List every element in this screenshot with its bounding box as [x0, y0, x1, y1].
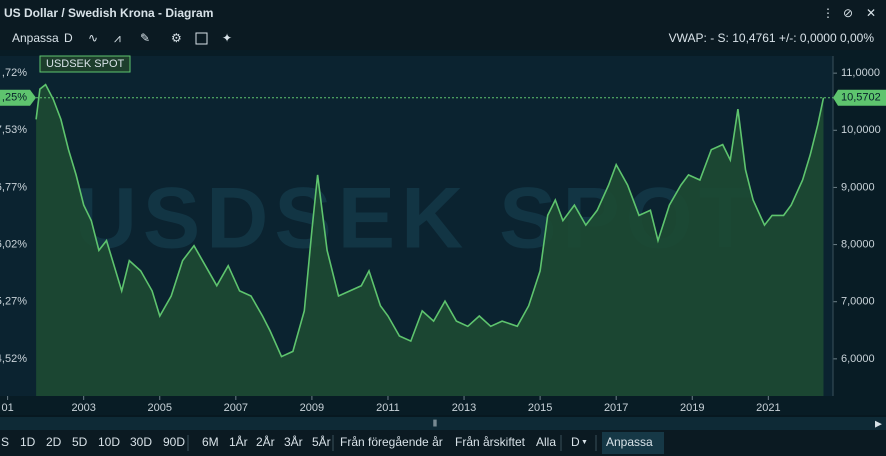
draw-icon[interactable]: ✎: [140, 31, 150, 45]
scrollbar[interactable]: [0, 417, 886, 430]
left-tick-label: 6,77%: [0, 181, 27, 193]
y-tick-label: 9,0000: [841, 181, 875, 193]
x-tick-label: 2015: [528, 402, 552, 414]
range-button[interactable]: 5D: [72, 435, 88, 449]
scroll-right[interactable]: ▶: [875, 418, 882, 428]
range-button[interactable]: 3År: [284, 434, 303, 449]
price-line: [35, 83, 825, 358]
x-tick-label: 2011: [376, 402, 400, 414]
x-tick-label: 2021: [756, 402, 780, 414]
range-button[interactable]: Från föregående år: [340, 435, 443, 449]
x-tick-label: 2009: [300, 402, 324, 414]
crosshair-icon[interactable]: ✦: [222, 31, 232, 45]
x-tick-label: 2003: [71, 402, 95, 414]
x-tick-label: 2005: [148, 402, 172, 414]
range-button[interactable]: D: [571, 435, 580, 449]
range-button[interactable]: 1År: [229, 434, 248, 449]
title-bar: [0, 0, 886, 28]
settings-icon[interactable]: ⚙: [171, 31, 182, 45]
left-tick-label: 7,53%: [0, 124, 27, 136]
toolbar-button[interactable]: Anpassa: [12, 31, 59, 45]
range-button[interactable]: 5År: [312, 434, 331, 449]
y-tick-label: 8,0000: [841, 238, 875, 250]
range-button[interactable]: 2År: [256, 434, 275, 449]
current-label: 10,5702: [841, 92, 881, 104]
range-bar: [0, 430, 886, 456]
left-tick-label: 5,27%: [0, 296, 27, 308]
toolbar: [0, 28, 886, 50]
legend-box: [39, 55, 131, 73]
layout-icon[interactable]: [195, 32, 208, 45]
range-button[interactable]: 10D: [98, 435, 120, 449]
unlink-icon[interactable]: ⊘: [843, 6, 853, 20]
range-button[interactable]: Alla: [536, 435, 556, 449]
range-button[interactable]: 90D: [163, 435, 185, 449]
menu-icon[interactable]: ⋮: [822, 6, 834, 20]
trend-icon[interactable]: ⩘: [114, 31, 121, 45]
vwap-info: VWAP: - S: 10,4761 +/-: 0,0000 0,00%: [669, 31, 875, 45]
area: [36, 84, 824, 396]
left-current-label: ,25%: [2, 92, 27, 104]
left-tick-label: ,72%: [2, 67, 27, 79]
range-button[interactable]: 1D: [20, 435, 36, 449]
y-tick-label: 6,0000: [841, 353, 875, 365]
y-tick-label: 7,0000: [841, 296, 875, 308]
range-button[interactable]: S: [1, 435, 9, 449]
close-icon[interactable]: ✕: [866, 6, 876, 20]
range-button[interactable]: Från årskiftet: [455, 435, 526, 449]
active-button-bg: [602, 432, 664, 454]
current-tag: [833, 89, 886, 106]
window-title: US Dollar / Swedish Krona - Diagram: [4, 6, 213, 20]
left-tick-label: 6,02%: [0, 238, 27, 250]
left-tick-label: 4,52%: [0, 353, 27, 365]
x-tick-label: 2017: [604, 402, 628, 414]
range-button[interactable]: 2D: [46, 435, 62, 449]
range-button[interactable]: 30D: [130, 435, 152, 449]
x-tick-label: 01: [1, 402, 13, 414]
toolbar-button[interactable]: D: [64, 31, 73, 45]
x-tick-label: 2019: [680, 402, 704, 414]
dropdown-arrow: ▼: [581, 439, 588, 446]
y-tick-label: 10,0000: [841, 124, 881, 136]
scroll-handle[interactable]: ⦀: [433, 418, 437, 428]
x-tick-label: 2013: [452, 402, 476, 414]
y-tick-label: 11,0000: [841, 67, 880, 79]
range-button[interactable]: 6M: [202, 435, 219, 449]
left-current-tag: [0, 89, 36, 106]
indicator-icon[interactable]: ∿: [88, 31, 98, 45]
range-button[interactable]: Anpassa: [606, 435, 653, 449]
x-tick-label: 2007: [224, 402, 248, 414]
legend-label: USDSEK SPOT: [46, 58, 125, 70]
